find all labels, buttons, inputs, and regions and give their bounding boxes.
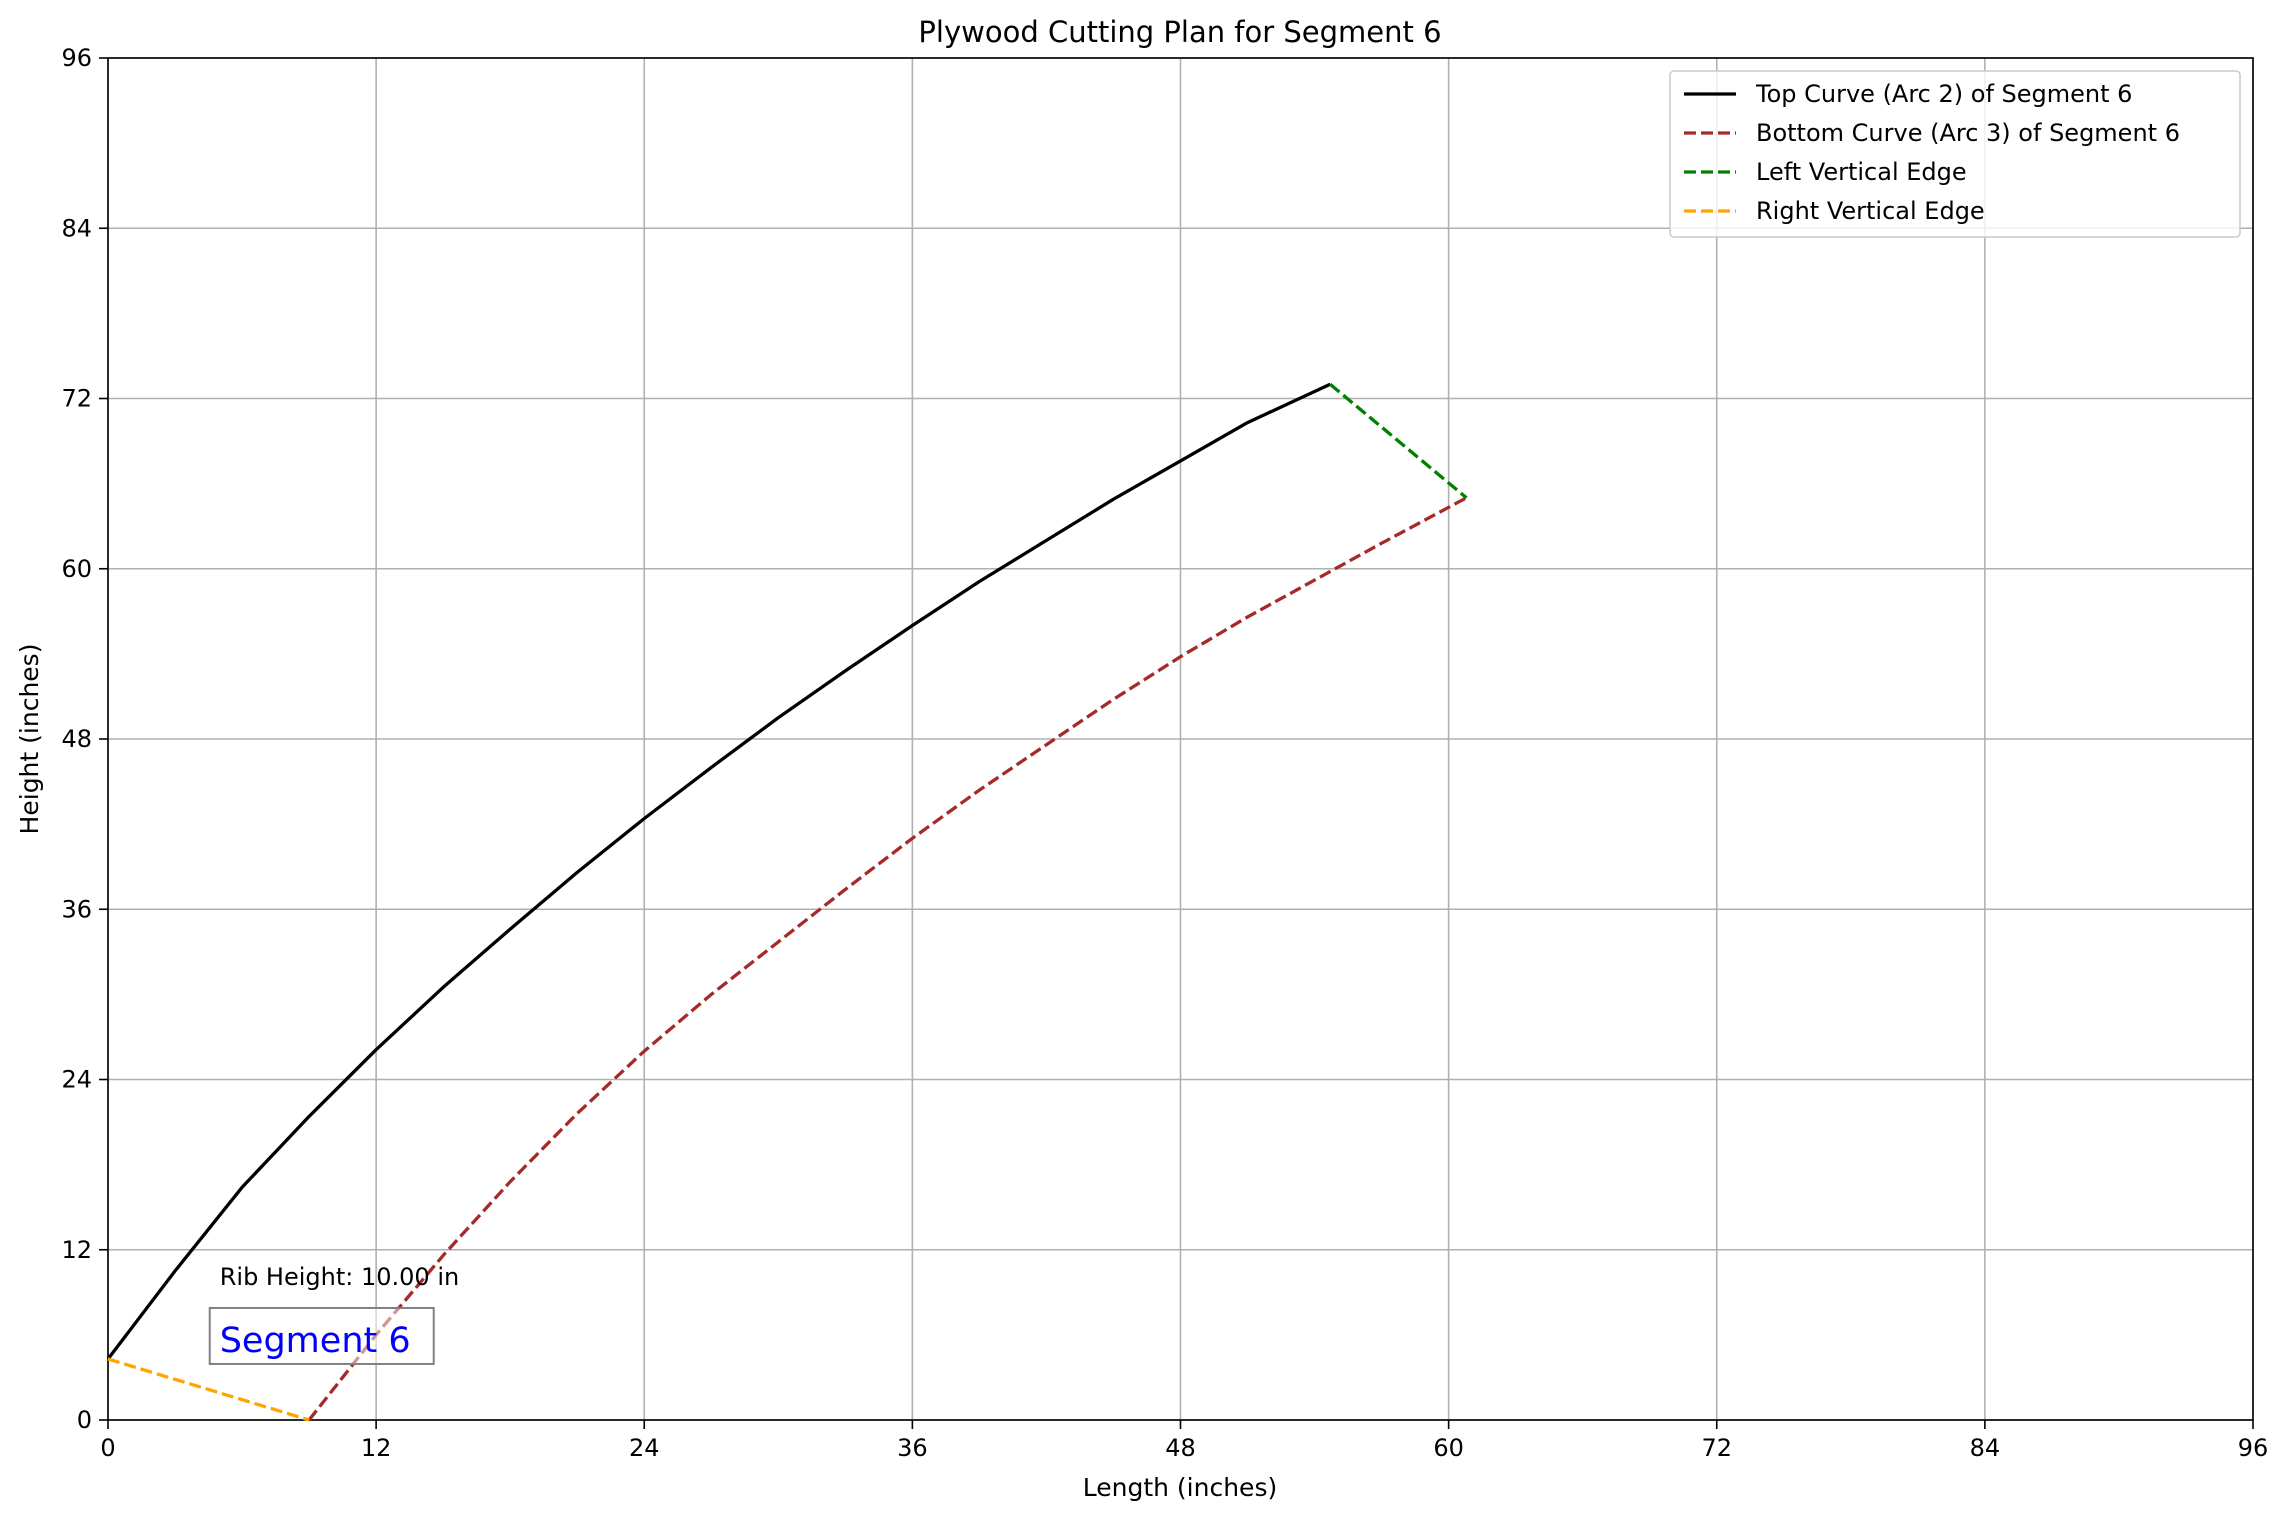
x-tick-label: 24 xyxy=(629,1434,660,1462)
series-line-top-curve-arc-2-of-segment-6 xyxy=(106,382,1331,1360)
x-tick-label: 96 xyxy=(2238,1434,2269,1462)
y-tick-label: 24 xyxy=(61,1066,92,1094)
y-axis-label: Height (inches) xyxy=(15,644,44,835)
x-tick-label: 36 xyxy=(897,1434,928,1462)
x-tick-label: 84 xyxy=(1970,1434,2001,1462)
rib-height-annotation: Rib Height: 10.00 in xyxy=(220,1263,459,1291)
series-lines xyxy=(106,382,1468,1422)
series-line-left-vertical-edge xyxy=(1329,383,1468,500)
legend-label: Left Vertical Edge xyxy=(1756,158,1967,186)
legend-label: Right Vertical Edge xyxy=(1756,197,1985,225)
segment-label-box xyxy=(208,1306,435,1365)
annotations: Rib Height: 10.00 in Segment 6 xyxy=(208,1263,459,1365)
y-tick-label: 84 xyxy=(61,214,92,242)
segment-label: Segment 6 xyxy=(220,1321,411,1361)
chart-title: Plywood Cutting Plan for Segment 6 xyxy=(918,15,1441,49)
x-tick-label: 12 xyxy=(361,1434,392,1462)
legend-label: Bottom Curve (Arc 3) of Segment 6 xyxy=(1756,119,2180,147)
x-tick-label: 48 xyxy=(1165,1434,1196,1462)
axis-ticks: 0 12 24 36 48 60 72 84 96 0 12 24 36 48 60 72 84 96 xyxy=(61,44,2268,1462)
x-tick-label: 60 xyxy=(1433,1434,1464,1462)
legend: Top Curve (Arc 2) of Segment 6 Bottom Cur… xyxy=(1669,70,2241,238)
x-axis-label: Length (inches) xyxy=(1083,1473,1277,1502)
y-tick-label: 12 xyxy=(61,1236,92,1264)
legend-label: Top Curve (Arc 2) of Segment 6 xyxy=(1755,80,2132,108)
y-tick-label: 72 xyxy=(61,385,92,413)
x-tick-label: 72 xyxy=(1701,1434,1732,1462)
y-tick-label: 36 xyxy=(61,895,92,923)
series-line-right-vertical-edge xyxy=(107,1357,310,1422)
x-tick-label: 0 xyxy=(100,1434,115,1462)
y-tick-label: 48 xyxy=(61,725,92,753)
y-tick-label: 0 xyxy=(77,1406,92,1434)
y-tick-label: 60 xyxy=(61,555,92,583)
y-tick-label: 96 xyxy=(61,44,92,72)
legend-box xyxy=(1669,70,2241,238)
series-line-bottom-curve-arc-3-of-segment-6 xyxy=(307,496,1468,1422)
